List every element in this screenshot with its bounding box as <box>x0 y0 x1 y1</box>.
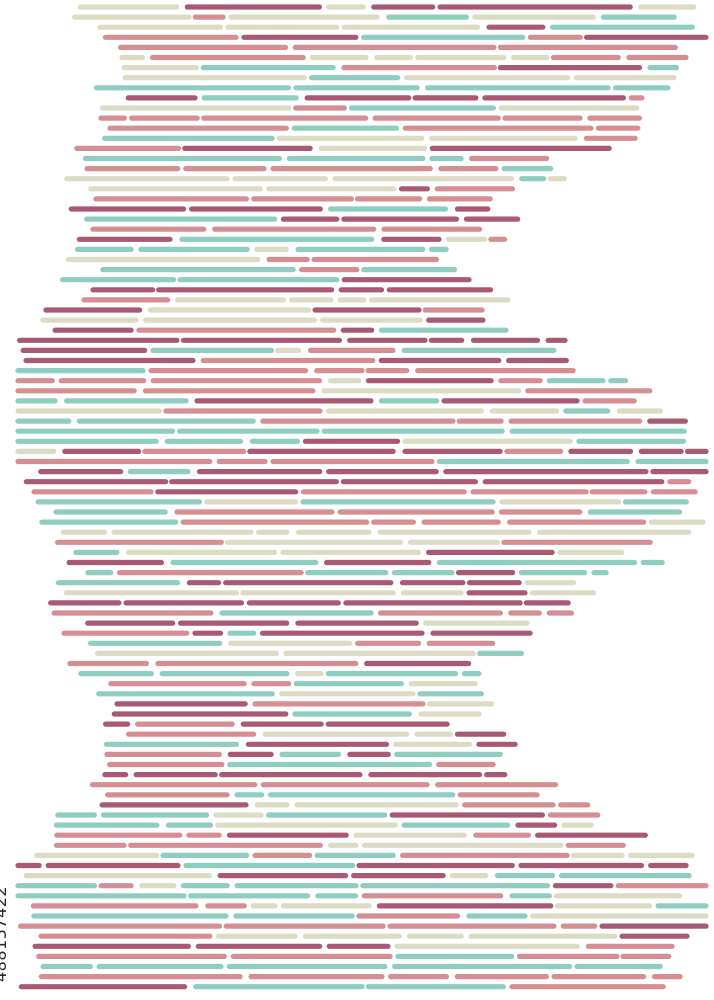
stock-id-label: 488157422 <box>0 885 10 982</box>
